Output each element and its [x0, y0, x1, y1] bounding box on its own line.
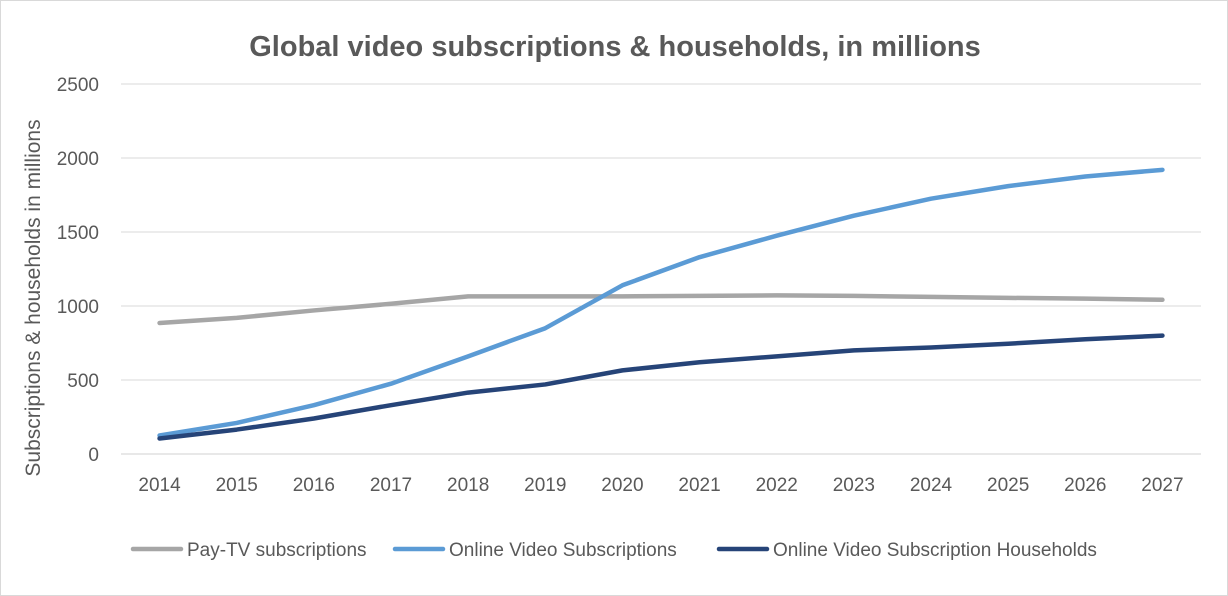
x-tick-label: 2020	[601, 475, 643, 496]
legend-label-2: Online Video Subscription Households	[773, 540, 1097, 561]
series-line-0	[157, 293, 1165, 326]
x-tick-label: 2019	[524, 475, 566, 496]
x-tick-label: 2025	[987, 475, 1029, 496]
chart-title: Global video subscriptions & households,…	[249, 31, 981, 63]
x-tick-label: 2018	[447, 475, 489, 496]
y-axis-ticks: 0 500 1000 1500 2000 2500	[57, 75, 99, 466]
x-tick-label: 2026	[1064, 475, 1106, 496]
legend: Pay-TV subscriptions Online Video Subscri…	[130, 540, 1097, 561]
x-tick-label: 2024	[910, 475, 953, 496]
x-tick-label: 2014	[138, 475, 181, 496]
y-tick-label: 1000	[57, 297, 99, 318]
series-line-2	[157, 333, 1165, 441]
gridlines	[121, 83, 1201, 455]
x-tick-label: 2022	[756, 475, 798, 496]
x-tick-label: 2016	[293, 475, 335, 496]
x-tick-label: 2015	[216, 475, 258, 496]
series-lines	[157, 167, 1165, 441]
y-tick-label: 2000	[57, 149, 99, 170]
series-line-1	[157, 167, 1165, 438]
x-tick-label: 2023	[833, 475, 875, 496]
y-axis-title: Subscriptions & households in millions	[22, 119, 45, 476]
y-tick-label: 0	[88, 445, 99, 466]
x-tick-label: 2027	[1141, 475, 1183, 496]
y-tick-label: 2500	[57, 75, 99, 96]
x-axis-ticks: 2014 2015 2016 2017 2018 2019 2020 2021 2022 2023…	[138, 475, 1183, 496]
x-tick-label: 2021	[678, 475, 720, 496]
y-tick-label: 1500	[57, 223, 99, 244]
y-tick-label: 500	[67, 371, 99, 392]
legend-label-0: Pay-TV subscriptions	[187, 540, 367, 561]
legend-label-1: Online Video Subscriptions	[449, 540, 677, 561]
x-tick-label: 2017	[370, 475, 412, 496]
